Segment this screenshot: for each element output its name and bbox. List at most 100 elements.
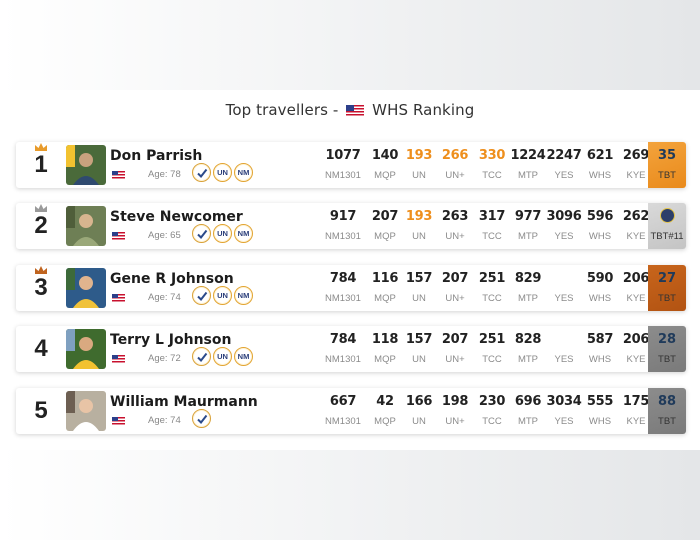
badge-un[interactable]: UN	[213, 347, 232, 366]
badge-nm[interactable]: NM	[234, 347, 253, 366]
stat-value: 206	[622, 271, 650, 286]
tbt-rank[interactable]: 88 TBT	[648, 388, 686, 434]
tbt-value: 28	[657, 332, 677, 347]
stat-whs[interactable]: 621 WHS	[579, 142, 621, 188]
stat-yes[interactable]: YES	[543, 326, 585, 372]
verified-check-icon[interactable]	[192, 163, 211, 182]
stat-tcc[interactable]: 317 TCC	[471, 203, 513, 249]
tbt-emblem-icon	[660, 208, 675, 223]
stat-value: 784	[329, 332, 357, 347]
traveller-name[interactable]: Terry L Johnson	[110, 332, 232, 348]
rank-number: 2	[34, 212, 48, 239]
stat-yes[interactable]: 2247 YES	[543, 142, 585, 188]
stat-whs[interactable]: 555 WHS	[579, 388, 621, 434]
stat-mtp[interactable]: 828 MTP	[507, 326, 549, 372]
stat-tcc[interactable]: 251 TCC	[471, 265, 513, 311]
stat-tcc[interactable]: 330 TCC	[471, 142, 513, 188]
badge-un[interactable]: UN	[213, 163, 232, 182]
stat-nm1301[interactable]: 1077 NM1301	[322, 142, 364, 188]
avatar[interactable]	[66, 391, 106, 431]
stat-tcc[interactable]: 230 TCC	[471, 388, 513, 434]
traveller-row[interactable]: 2 Steve Newcomer Age: 65 UN NM 917 NM1301 …	[16, 203, 686, 249]
verified-check-icon[interactable]	[192, 409, 211, 428]
avatar[interactable]	[66, 329, 106, 369]
traveller-row[interactable]: 1 Don Parrish Age: 78 UN NM 1077 NM1301 14…	[16, 142, 686, 188]
stat-mqp[interactable]: 42 MQP	[364, 388, 406, 434]
stat-kye[interactable]: 262 KYE	[615, 203, 657, 249]
rank-number: 4	[34, 335, 48, 362]
traveller-name[interactable]: Steve Newcomer	[110, 209, 243, 225]
stat-nm1301[interactable]: 667 NM1301	[322, 388, 364, 434]
stat-un[interactable]: 157 UN	[398, 265, 440, 311]
stat-label: KYE	[626, 416, 646, 427]
tbt-rank[interactable]: 27 TBT	[648, 265, 686, 311]
stat-unplus[interactable]: 263 UN+	[434, 203, 476, 249]
stat-kye[interactable]: 175 KYE	[615, 388, 657, 434]
verified-check-icon[interactable]	[192, 347, 211, 366]
badge-nm[interactable]: NM	[234, 163, 253, 182]
stat-un[interactable]: 193 UN	[398, 203, 440, 249]
tbt-rank[interactable]: TBT#11	[648, 203, 686, 249]
stat-mqp[interactable]: 207 MQP	[364, 203, 406, 249]
tbt-rank[interactable]: 35 TBT	[648, 142, 686, 188]
stat-un[interactable]: 166 UN	[398, 388, 440, 434]
tbt-value: 35	[657, 148, 677, 163]
stat-unplus[interactable]: 207 UN+	[434, 326, 476, 372]
tbt-rank[interactable]: 28 TBT	[648, 326, 686, 372]
stat-unplus[interactable]: 198 UN+	[434, 388, 476, 434]
tbt-label: TBT	[658, 354, 676, 365]
stat-value: 330	[478, 148, 506, 163]
stat-un[interactable]: 193 UN	[398, 142, 440, 188]
badge-nm[interactable]: NM	[234, 286, 253, 305]
stat-label: TCC	[482, 293, 502, 304]
stat-kye[interactable]: 206 KYE	[615, 265, 657, 311]
badge-un[interactable]: UN	[213, 286, 232, 305]
verified-check-icon[interactable]	[192, 224, 211, 243]
stat-value: 696	[514, 394, 542, 409]
stat-value: 3034	[546, 394, 582, 409]
stat-yes[interactable]: 3034 YES	[543, 388, 585, 434]
traveller-row[interactable]: 4 Terry L Johnson Age: 72 UN NM 784 NM1301…	[16, 326, 686, 372]
avatar[interactable]	[66, 268, 106, 308]
avatar[interactable]	[66, 145, 106, 185]
stat-value: 1224	[510, 148, 546, 163]
stat-unplus[interactable]: 266 UN+	[434, 142, 476, 188]
stat-mqp[interactable]: 118 MQP	[364, 326, 406, 372]
traveller-row[interactable]: 3 Gene R Johnson Age: 74 UN NM 784 NM1301 …	[16, 265, 686, 311]
stat-mqp[interactable]: 116 MQP	[364, 265, 406, 311]
stat-mqp[interactable]: 140 MQP	[364, 142, 406, 188]
stat-whs[interactable]: 587 WHS	[579, 326, 621, 372]
stat-whs[interactable]: 596 WHS	[579, 203, 621, 249]
verified-check-icon[interactable]	[192, 286, 211, 305]
stat-label: MQP	[374, 231, 396, 242]
stat-label: NM1301	[325, 293, 361, 304]
stat-yes[interactable]: 3096 YES	[543, 203, 585, 249]
stat-nm1301[interactable]: 784 NM1301	[322, 265, 364, 311]
stat-mtp[interactable]: 696 MTP	[507, 388, 549, 434]
stat-kye[interactable]: 206 KYE	[615, 326, 657, 372]
traveller-row[interactable]: 5 William Maurmann Age: 74 667 NM1301 42 …	[16, 388, 686, 434]
stat-unplus[interactable]: 207 UN+	[434, 265, 476, 311]
stat-yes[interactable]: YES	[543, 265, 585, 311]
stat-mtp[interactable]: 829 MTP	[507, 265, 549, 311]
title-prefix: Top travellers -	[225, 101, 339, 119]
stat-label: YES	[554, 354, 574, 365]
stat-value: 317	[478, 209, 506, 224]
stat-tcc[interactable]: 251 TCC	[471, 326, 513, 372]
badge-nm[interactable]: NM	[234, 224, 253, 243]
traveller-name[interactable]: William Maurmann	[110, 394, 258, 410]
badge-un[interactable]: UN	[213, 224, 232, 243]
traveller-name[interactable]: Don Parrish	[110, 148, 203, 164]
stat-whs[interactable]: 590 WHS	[579, 265, 621, 311]
stat-value: 262	[622, 209, 650, 224]
stat-mtp[interactable]: 1224 MTP	[507, 142, 549, 188]
stat-label: KYE	[626, 170, 646, 181]
stat-nm1301[interactable]: 784 NM1301	[322, 326, 364, 372]
avatar[interactable]	[66, 206, 106, 246]
traveller-name[interactable]: Gene R Johnson	[110, 271, 234, 287]
stat-un[interactable]: 157 UN	[398, 326, 440, 372]
badge-group: UN NM	[192, 286, 253, 306]
stat-mtp[interactable]: 977 MTP	[507, 203, 549, 249]
stat-nm1301[interactable]: 917 NM1301	[322, 203, 364, 249]
stat-kye[interactable]: 269 KYE	[615, 142, 657, 188]
